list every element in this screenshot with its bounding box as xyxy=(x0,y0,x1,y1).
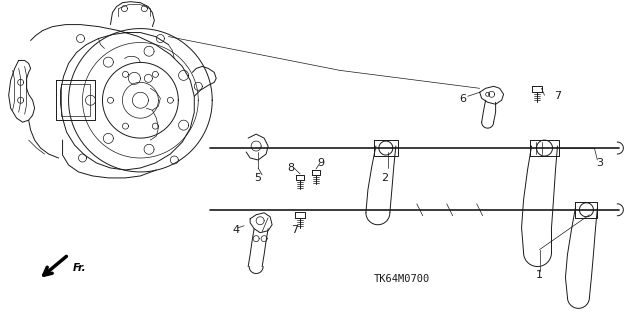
Text: 9: 9 xyxy=(317,158,324,168)
Text: Fr.: Fr. xyxy=(72,263,86,272)
Text: 2: 2 xyxy=(381,173,388,183)
Text: 4: 4 xyxy=(232,225,240,235)
Text: 8: 8 xyxy=(287,163,294,173)
Text: TK64M0700: TK64M0700 xyxy=(374,274,430,284)
Text: 5: 5 xyxy=(255,173,262,183)
Text: 1: 1 xyxy=(536,271,543,280)
Text: 6: 6 xyxy=(459,94,466,104)
Text: 7: 7 xyxy=(554,91,561,101)
Text: 3: 3 xyxy=(596,158,603,168)
Text: 7: 7 xyxy=(291,225,299,235)
